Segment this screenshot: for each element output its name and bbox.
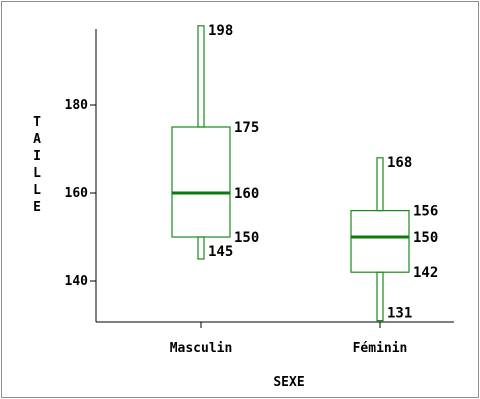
iqr-box [171, 126, 231, 238]
x-categories: Masculin Féminin [170, 322, 408, 356]
value-label-max: 198 [208, 23, 233, 39]
value-label-min: 131 [387, 306, 412, 322]
lower-whisker [376, 271, 384, 322]
y-tick-label-140: 140 [65, 274, 89, 289]
value-label-q1: 150 [234, 230, 259, 246]
value-label-min: 145 [208, 244, 233, 260]
box-féminin: 168 156 150 142 131 [350, 155, 438, 322]
y-tick-label-180: 180 [65, 98, 89, 113]
value-label-median: 150 [413, 230, 438, 246]
value-label-q3: 175 [234, 120, 259, 136]
x-category-label: Masculin [170, 341, 233, 356]
y-ticks: 140 160 180 [65, 98, 96, 289]
x-category-label: Féminin [353, 341, 408, 356]
iqr-box [350, 210, 410, 273]
x-axis-title: SEXE [273, 375, 304, 390]
value-label-q3: 156 [413, 204, 438, 220]
y-tick-label-160: 160 [65, 186, 89, 201]
value-label-median: 160 [234, 186, 259, 202]
upper-whisker [376, 157, 384, 212]
lower-whisker [197, 236, 205, 260]
upper-whisker [197, 25, 205, 128]
value-label-max: 168 [387, 155, 412, 171]
value-label-q1: 142 [413, 265, 438, 281]
